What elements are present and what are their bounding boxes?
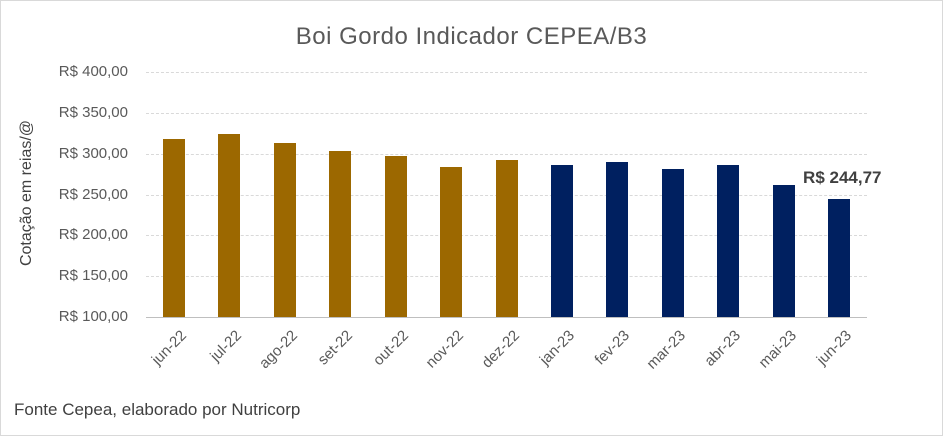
y-tick-label: R$ 250,00 bbox=[58, 185, 128, 203]
y-tick-label: R$ 300,00 bbox=[58, 144, 128, 162]
x-axis-line bbox=[146, 317, 867, 318]
bar-nov-22 bbox=[440, 166, 463, 317]
x-tick-label-fev-23: fev-23 bbox=[591, 327, 634, 369]
data-label-jun-23: R$ 244,77 bbox=[803, 167, 882, 187]
x-tick-label-dez-22: dez-22 bbox=[478, 327, 523, 372]
bar-fev-23 bbox=[606, 161, 629, 317]
x-tick-label-mar-23: mar-23 bbox=[643, 327, 689, 373]
x-tick-label-ago-22: ago-22 bbox=[255, 327, 301, 373]
bar-dez-22 bbox=[495, 160, 518, 317]
bar-out-22 bbox=[384, 156, 407, 317]
y-tick-label: R$ 150,00 bbox=[58, 267, 128, 285]
y-tick-label: R$ 400,00 bbox=[58, 63, 128, 80]
x-tick-label-jul-22: jul-22 bbox=[207, 327, 246, 365]
x-tick-label-abr-23: abr-23 bbox=[701, 327, 745, 370]
x-tick-label-jan-23: jan-23 bbox=[536, 327, 578, 369]
bar-abr-23 bbox=[717, 165, 740, 317]
y-tick-label: R$ 100,00 bbox=[58, 308, 128, 325]
bar-jun-22 bbox=[162, 138, 185, 317]
x-tick-label-set-22: set-22 bbox=[314, 327, 357, 369]
bar-set-22 bbox=[329, 151, 352, 317]
bar-mai-23 bbox=[772, 184, 795, 317]
gridline bbox=[146, 72, 867, 73]
y-axis-title: Cotação em reias/@ bbox=[18, 119, 35, 267]
y-tick-label: R$ 350,00 bbox=[58, 103, 128, 121]
gridline bbox=[146, 112, 867, 114]
bar-jan-23 bbox=[550, 165, 573, 317]
bar-jul-22 bbox=[218, 134, 241, 317]
bar-mar-23 bbox=[661, 169, 684, 317]
x-tick-label-jun-23: jun-23 bbox=[813, 327, 856, 369]
y-tick-label: R$ 200,00 bbox=[58, 226, 128, 244]
chart-title: Boi Gordo Indicador CEPEA/B3 bbox=[295, 23, 648, 50]
bar-jun-23 bbox=[828, 198, 851, 317]
gridline bbox=[146, 153, 867, 155]
x-tick-label-mai-23: mai-23 bbox=[755, 327, 800, 372]
source-note: Fonte Cepea, elaborado por Nutricorp bbox=[14, 400, 301, 419]
x-tick-label-nov-22: nov-22 bbox=[422, 327, 468, 372]
x-tick-label-out-22: out-22 bbox=[369, 327, 412, 370]
x-tick-label-jun-22: jun-22 bbox=[148, 327, 190, 369]
bar-ago-22 bbox=[273, 143, 296, 317]
